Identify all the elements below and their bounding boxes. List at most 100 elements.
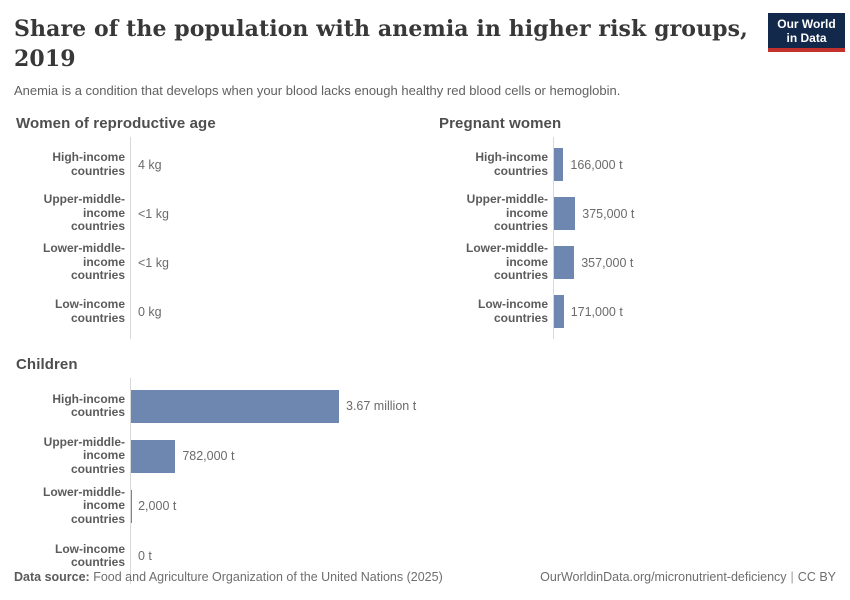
bar[interactable] [554, 246, 575, 279]
panel-children: Children High-income countries 3.67 mill… [14, 336, 836, 584]
category-label: Low-income countries [14, 541, 130, 570]
category-label: Lower-middle-income countries [437, 242, 553, 283]
data-source-note: Data source: Food and Agriculture Organi… [14, 570, 443, 584]
panel-title: Children [16, 356, 78, 373]
category-label-line: Lower-middle-income [42, 241, 125, 269]
bar[interactable] [131, 439, 176, 473]
bar-track: <1 kg [130, 189, 413, 238]
bar-track: 171,000 t [553, 287, 836, 336]
category-label-line: Low-income [54, 541, 125, 556]
category-label-line: Upper-middle-income [43, 434, 125, 463]
category-label-line: Low-income [54, 297, 125, 311]
bar[interactable] [554, 295, 564, 328]
bar-row: Low-income countries 171,000 t [437, 287, 836, 336]
category-label-line: Upper-middle-income [43, 192, 125, 220]
bar-track: 0 t [130, 531, 836, 581]
category-label-line: countries [70, 163, 125, 178]
panel-title: Pregnant women [439, 115, 562, 132]
category-label-line: countries [493, 310, 548, 325]
bar[interactable] [554, 148, 564, 181]
bar-track: <1 kg [130, 238, 413, 287]
bar-chart-women: High-income countries 4 kg Upper-middle-… [14, 137, 413, 339]
bar[interactable] [131, 389, 339, 423]
value-label: 0 t [138, 549, 152, 563]
panel-pregnant-women: Pregnant women High-income countries 166… [437, 115, 836, 339]
category-label-line: countries [493, 268, 548, 283]
category-label-line: High-income [475, 150, 548, 164]
panel-women-of-reproductive-age: Women of reproductive age High-income co… [14, 115, 413, 339]
data-source-label: Data source: [14, 570, 90, 584]
category-label-line: Lower-middle-income [42, 484, 125, 513]
bar-chart-pregnant-women: High-income countries 166,000 t Upper-mi… [437, 137, 836, 339]
owid-logo-text: Our World in Data [768, 13, 845, 48]
owid-logo-accent [768, 48, 845, 52]
category-label-line: countries [70, 268, 125, 283]
category-label-line: High-income [52, 150, 125, 164]
value-label: 357,000 t [581, 255, 634, 270]
footer-separator: | [790, 570, 794, 584]
bar-row: Low-income countries 0 kg [14, 287, 413, 336]
value-label: 0 kg [138, 304, 162, 319]
category-label-line: countries [70, 310, 125, 325]
category-label: Upper-middle-income countries [14, 434, 130, 477]
value-label: 782,000 t [182, 449, 235, 463]
category-label-line: High-income [52, 391, 125, 406]
page-subtitle: Anemia is a condition that develops when… [14, 83, 621, 98]
bar-track: 375,000 t [553, 189, 836, 238]
category-label-line: countries [70, 555, 125, 569]
category-label: Low-income countries [437, 297, 553, 325]
bar-row: High-income countries 3.67 million t [14, 381, 836, 431]
data-source-text: Food and Agriculture Organization of the… [93, 570, 443, 584]
category-label-line: Low-income [477, 297, 548, 311]
value-label: <1 kg [138, 206, 169, 221]
category-label: Lower-middle-income countries [14, 242, 130, 283]
y-axis-line [130, 137, 131, 339]
bar-row: Upper-middle-income countries <1 kg [14, 189, 413, 238]
category-label: High-income countries [437, 150, 553, 178]
category-label-line: countries [493, 219, 548, 234]
bar[interactable] [554, 197, 576, 230]
category-label: High-income countries [14, 391, 130, 420]
y-axis-line [553, 137, 554, 339]
category-label-line: countries [70, 219, 125, 234]
value-label: 4 kg [138, 157, 162, 172]
bar-row: Upper-middle-income countries 782,000 t [14, 431, 836, 481]
bar-track: 3.67 million t [130, 381, 836, 431]
chart-footer: Data source: Food and Agriculture Organi… [14, 570, 836, 584]
bar-row: Lower-middle-income countries 2,000 t [14, 481, 836, 531]
bar-row: Low-income countries 0 t [14, 531, 836, 581]
value-label: <1 kg [138, 255, 169, 270]
bar-track: 357,000 t [553, 238, 836, 287]
footer-right: OurWorldinData.org/micronutrient-deficie… [540, 570, 836, 584]
charts-grid: Women of reproductive age High-income co… [14, 115, 836, 584]
bar-row: High-income countries 166,000 t [437, 140, 836, 189]
value-label: 171,000 t [570, 304, 623, 319]
bar-track: 4 kg [130, 140, 413, 189]
value-label: 375,000 t [582, 206, 635, 221]
category-label-line: countries [70, 405, 125, 419]
category-label-line: Upper-middle-income [466, 192, 548, 220]
y-axis-line [130, 378, 131, 584]
bar-row: Upper-middle-income countries 375,000 t [437, 189, 836, 238]
owid-logo[interactable]: Our World in Data [768, 13, 845, 52]
category-label-line: countries [70, 461, 125, 476]
bar-chart-children: High-income countries 3.67 million t Upp… [14, 378, 836, 584]
category-label-line: countries [493, 163, 548, 178]
value-label: 166,000 t [570, 157, 623, 172]
panel-title: Women of reproductive age [16, 115, 216, 132]
owid-logo-line1: Our World [777, 16, 836, 31]
owid-logo-line2: in Data [786, 30, 827, 45]
bar-track: 2,000 t [130, 481, 836, 531]
category-label: Upper-middle-income countries [437, 193, 553, 234]
value-label: 3.67 million t [346, 399, 417, 413]
category-label: Lower-middle-income countries [14, 484, 130, 527]
category-label-line: countries [70, 511, 125, 526]
category-label-line: Lower-middle-income [465, 241, 548, 269]
owid-url-link[interactable]: OurWorldinData.org/micronutrient-deficie… [540, 570, 787, 584]
bar-row: Lower-middle-income countries 357,000 t [437, 238, 836, 287]
category-label: Upper-middle-income countries [14, 193, 130, 234]
category-label: High-income countries [14, 150, 130, 178]
bar-track: 0 kg [130, 287, 413, 336]
page-title: Share of the population with anemia in h… [14, 16, 748, 72]
